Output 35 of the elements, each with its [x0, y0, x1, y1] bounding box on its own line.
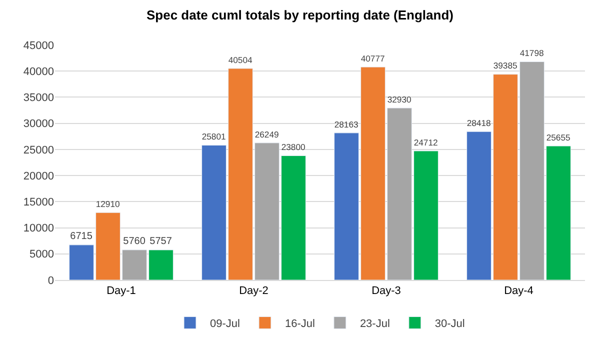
data-label: 23800 — [281, 142, 306, 152]
data-label: 5757 — [150, 236, 172, 247]
y-tick-label: 30000 — [23, 118, 54, 130]
y-tick-label: 45000 — [23, 40, 54, 52]
legend-label: 30-Jul — [434, 318, 465, 330]
legend-label: 09-Jul — [210, 318, 240, 330]
data-label: 40504 — [228, 54, 253, 65]
data-label: 40777 — [360, 53, 386, 64]
y-tick-label: 40000 — [23, 66, 54, 78]
data-label: 24712 — [414, 137, 438, 148]
data-label: 25655 — [546, 132, 571, 142]
data-label: 41798 — [520, 48, 544, 58]
legend-label: 16-Jul — [284, 318, 315, 330]
data-label: 6715 — [70, 230, 93, 242]
data-label: 5760 — [123, 236, 146, 247]
legend-label: 23-Jul — [360, 318, 390, 330]
data-label: 39385 — [493, 60, 518, 71]
data-label: 12910 — [96, 198, 120, 209]
data-label: 28418 — [466, 118, 492, 128]
data-label: 26249 — [254, 129, 280, 140]
y-tick-label: 35000 — [23, 92, 54, 104]
y-tick-label: 10000 — [23, 222, 54, 235]
y-tick-label: 5000 — [30, 248, 54, 261]
x-tick-label: Day-4 — [504, 285, 534, 298]
data-label: 28163 — [334, 119, 359, 130]
y-tick-label: 25000 — [23, 144, 54, 156]
y-tick-label: 15000 — [23, 196, 54, 209]
data-label: 25801 — [202, 132, 226, 142]
y-tick-label: 20000 — [23, 170, 54, 182]
chart-title: Spec date cuml totals by reporting date (England) — [146, 8, 454, 23]
x-tick-label: Day-2 — [239, 285, 268, 298]
y-tick-label: 0 — [48, 274, 54, 287]
x-tick-label: Day-3 — [372, 285, 401, 298]
x-tick-label: Day-1 — [106, 285, 136, 298]
data-label: 32930 — [387, 94, 412, 104]
